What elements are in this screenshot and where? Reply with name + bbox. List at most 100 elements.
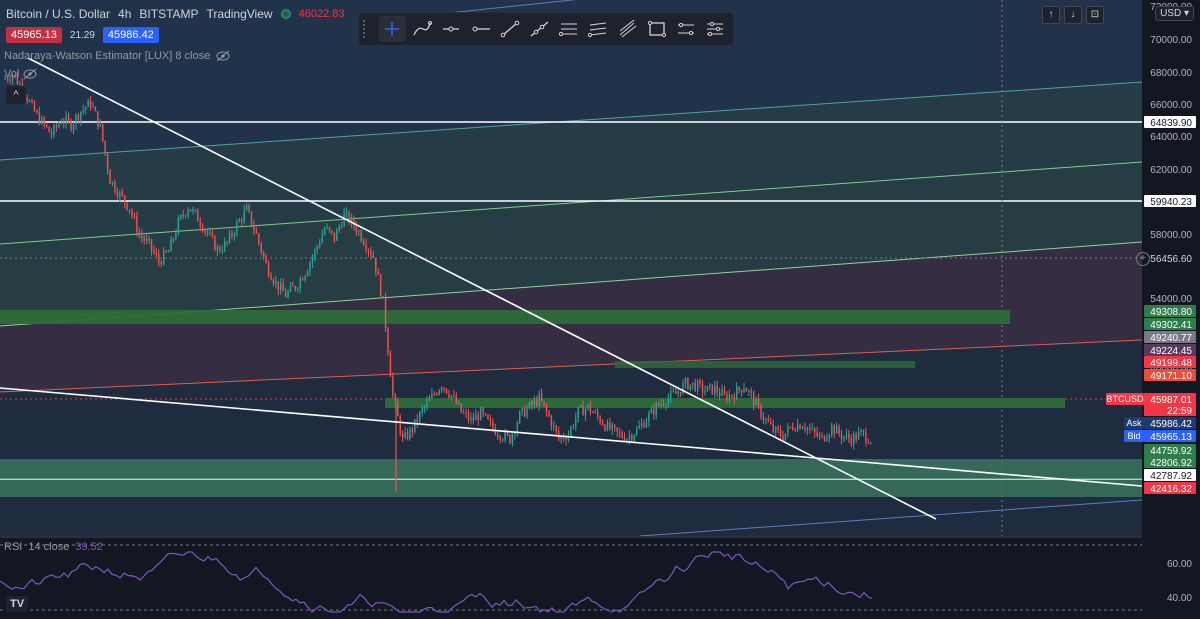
candle-body[interactable] xyxy=(770,422,772,425)
candle-body[interactable] xyxy=(143,237,145,241)
candle-body[interactable] xyxy=(657,403,660,406)
candle-body[interactable] xyxy=(838,426,840,434)
candle-body[interactable] xyxy=(645,421,648,428)
candle-body[interactable] xyxy=(197,210,199,222)
candle-body[interactable] xyxy=(723,390,726,395)
candle-body[interactable] xyxy=(416,419,418,422)
candle-body[interactable] xyxy=(50,132,53,136)
candle-body[interactable] xyxy=(326,227,328,229)
candle-body[interactable] xyxy=(779,430,782,436)
candle-body[interactable] xyxy=(109,169,111,184)
candle-body[interactable] xyxy=(209,232,211,234)
candle-body[interactable] xyxy=(221,250,223,252)
candle-body[interactable] xyxy=(119,191,121,197)
candle-body[interactable] xyxy=(306,271,309,276)
candle-body[interactable] xyxy=(440,387,443,391)
candle-body[interactable] xyxy=(635,428,638,436)
candle-body[interactable] xyxy=(828,434,831,439)
candle-body[interactable] xyxy=(258,233,260,243)
candle-body[interactable] xyxy=(404,432,406,438)
candle-body[interactable] xyxy=(557,431,560,439)
candle-body[interactable] xyxy=(245,205,248,211)
candle-body[interactable] xyxy=(31,100,33,103)
candle-body[interactable] xyxy=(362,240,365,245)
channel-line-4[interactable] xyxy=(0,339,1142,393)
candle-body[interactable] xyxy=(521,407,523,412)
candle-body[interactable] xyxy=(479,408,482,421)
candle-body[interactable] xyxy=(716,385,718,393)
candle-body[interactable] xyxy=(577,407,579,418)
candle-body[interactable] xyxy=(611,424,614,430)
candle-body[interactable] xyxy=(726,394,728,401)
candle-body[interactable] xyxy=(401,433,404,438)
candle-body[interactable] xyxy=(789,426,792,428)
candle-body[interactable] xyxy=(638,425,640,429)
trendline-descending[interactable] xyxy=(27,57,937,520)
candle-body[interactable] xyxy=(104,140,106,154)
candle-body[interactable] xyxy=(575,417,577,427)
candle-body[interactable] xyxy=(311,257,314,263)
candle-body[interactable] xyxy=(228,233,231,243)
candle-body[interactable] xyxy=(589,404,592,413)
candle-body[interactable] xyxy=(241,219,243,222)
candle-body[interactable] xyxy=(9,79,11,81)
interval-label[interactable]: 4h xyxy=(118,7,132,21)
zone-low-1[interactable] xyxy=(0,459,1142,479)
candle-body[interactable] xyxy=(536,399,538,406)
candle-body[interactable] xyxy=(394,394,397,402)
indicator-legend-nadaraya[interactable]: Nadaraya-Watson Estimator [LUX] 8 close xyxy=(4,50,230,62)
candle-body[interactable] xyxy=(540,393,543,402)
candle-body[interactable] xyxy=(706,385,709,392)
candle-body[interactable] xyxy=(360,231,362,241)
candle-body[interactable] xyxy=(804,427,806,430)
candle-body[interactable] xyxy=(355,225,358,233)
candle-body[interactable] xyxy=(809,427,811,430)
candle-body[interactable] xyxy=(806,427,809,430)
tradingview-logo[interactable]: TV xyxy=(6,596,28,612)
candle-body[interactable] xyxy=(689,384,692,390)
candle-body[interactable] xyxy=(860,430,862,432)
candle-body[interactable] xyxy=(126,203,128,210)
candle-body[interactable] xyxy=(628,435,631,440)
candle-body[interactable] xyxy=(862,430,865,433)
candle-body[interactable] xyxy=(843,436,845,440)
candle-body[interactable] xyxy=(813,428,816,433)
candle-body[interactable] xyxy=(531,402,533,405)
candle-body[interactable] xyxy=(687,378,689,390)
candle-body[interactable] xyxy=(799,424,801,429)
candle-body[interactable] xyxy=(631,435,633,440)
candle-body[interactable] xyxy=(414,419,416,432)
candle-body[interactable] xyxy=(750,390,753,394)
candle-body[interactable] xyxy=(548,411,550,417)
candle-body[interactable] xyxy=(579,405,582,408)
candle-body[interactable] xyxy=(696,381,699,391)
candle-body[interactable] xyxy=(45,124,48,127)
candle-body[interactable] xyxy=(436,394,438,396)
candle-body[interactable] xyxy=(855,434,857,440)
candle-body[interactable] xyxy=(753,393,755,406)
candle-body[interactable] xyxy=(16,75,19,85)
candle-body[interactable] xyxy=(840,433,843,440)
candle-body[interactable] xyxy=(731,394,733,397)
candle-body[interactable] xyxy=(399,416,401,434)
candle-body[interactable] xyxy=(250,211,253,226)
candle-body[interactable] xyxy=(102,123,104,141)
rsi-line[interactable] xyxy=(0,551,873,613)
channel-line-bottom[interactable] xyxy=(639,499,1142,536)
candle-body[interactable] xyxy=(472,417,475,421)
candle-body[interactable] xyxy=(511,434,514,444)
candle-body[interactable] xyxy=(584,408,587,416)
candle-body[interactable] xyxy=(94,107,97,112)
candle-body[interactable] xyxy=(562,436,565,439)
candle-body[interactable] xyxy=(514,433,516,435)
candle-body[interactable] xyxy=(70,120,72,131)
candle-body[interactable] xyxy=(504,431,506,440)
camera-icon[interactable]: ⊡ xyxy=(1086,6,1104,24)
candle-body[interactable] xyxy=(328,227,331,231)
candle-body[interactable] xyxy=(543,401,545,406)
candle-body[interactable] xyxy=(523,407,526,417)
candle-body[interactable] xyxy=(728,394,731,401)
candle-body[interactable] xyxy=(77,114,80,121)
candle-body[interactable] xyxy=(694,382,696,391)
candle-body[interactable] xyxy=(848,434,850,439)
